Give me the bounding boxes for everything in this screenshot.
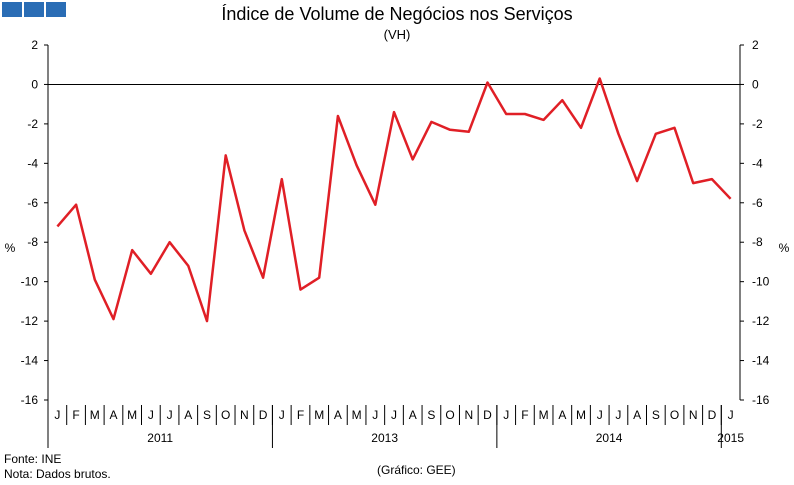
x-tick-label: O [670,408,679,422]
y-tick-label-right: -14 [752,354,770,368]
y-tick-label-left: -14 [21,354,39,368]
x-tick-label: J [167,408,173,422]
y-tick-label-right: -2 [752,117,763,131]
y-tick-label-right: -4 [752,156,763,170]
x-tick-label: N [689,408,698,422]
x-tick-label: M [539,408,549,422]
x-tick-label: M [314,408,324,422]
x-tick-label: S [652,408,660,422]
x-tick-label: O [445,408,454,422]
y-tick-label-right: -8 [752,235,763,249]
y-tick-label-right: -12 [752,314,770,328]
x-tick-label: D [259,408,268,422]
y-tick-label-left: -4 [27,156,38,170]
logo-block [24,2,44,17]
logo-block [46,2,66,17]
x-tick-label: J [54,408,60,422]
y-tick-label-left: -12 [21,314,39,328]
logo-block [2,2,22,17]
y-tick-label-left: -8 [27,235,38,249]
y-tick-label-left: -6 [27,196,38,210]
y-tick-label-right: 0 [752,77,759,91]
x-tick-label: A [334,408,342,422]
x-tick-label: O [221,408,230,422]
x-tick-label: J [391,408,397,422]
y-tick-label-right: -10 [752,275,770,289]
y-tick-label-left: 0 [31,77,38,91]
y-tick-label-left: -2 [27,117,38,131]
x-tick-label: D [708,408,717,422]
x-tick-label: N [464,408,473,422]
x-tick-label: S [427,408,435,422]
x-tick-label: A [558,408,566,422]
source-note: Fonte: INE [4,452,62,466]
y-tick-label-left: -16 [21,393,39,407]
x-tick-label: F [521,408,528,422]
year-label: 2014 [596,431,623,445]
x-tick-label: A [184,408,192,422]
x-tick-label: M [352,408,362,422]
chart-title: Índice de Volume de Negócios nos Serviço… [221,4,573,24]
x-tick-label: J [615,408,621,422]
gee-logo-icon [2,2,66,17]
x-tick-label: A [109,408,117,422]
x-tick-label: J [728,408,734,422]
year-label: 2011 [147,431,173,445]
x-tick-label: D [483,408,492,422]
y-tick-label-right: -16 [752,393,770,407]
chart-credit: (Gráfico: GEE) [377,463,456,477]
y-axis-label-right: % [779,241,790,255]
x-tick-label: J [372,408,378,422]
year-label: 2015 [717,431,744,445]
x-tick-label: A [409,408,417,422]
x-tick-label: F [297,408,304,422]
y-axis-label-left: % [5,241,16,255]
x-tick-label: J [148,408,154,422]
year-label: 2013 [371,431,398,445]
x-tick-label: N [240,408,249,422]
y-tick-label-right: 2 [752,38,759,52]
data-note: Nota: Dados brutos. [4,467,111,481]
x-tick-label: J [597,408,603,422]
series-line [56,77,732,323]
x-tick-label: J [503,408,509,422]
x-tick-label: F [72,408,79,422]
x-tick-label: M [576,408,586,422]
chart-subtitle: (VH) [383,27,411,42]
y-tick-label-right: -6 [752,196,763,210]
x-tick-label: S [203,408,211,422]
y-tick-label-left: -10 [21,275,39,289]
y-tick-label-left: 2 [31,38,38,52]
x-tick-label: M [127,408,137,422]
x-tick-label: M [90,408,100,422]
x-tick-label: A [633,408,641,422]
x-tick-label: J [279,408,285,422]
